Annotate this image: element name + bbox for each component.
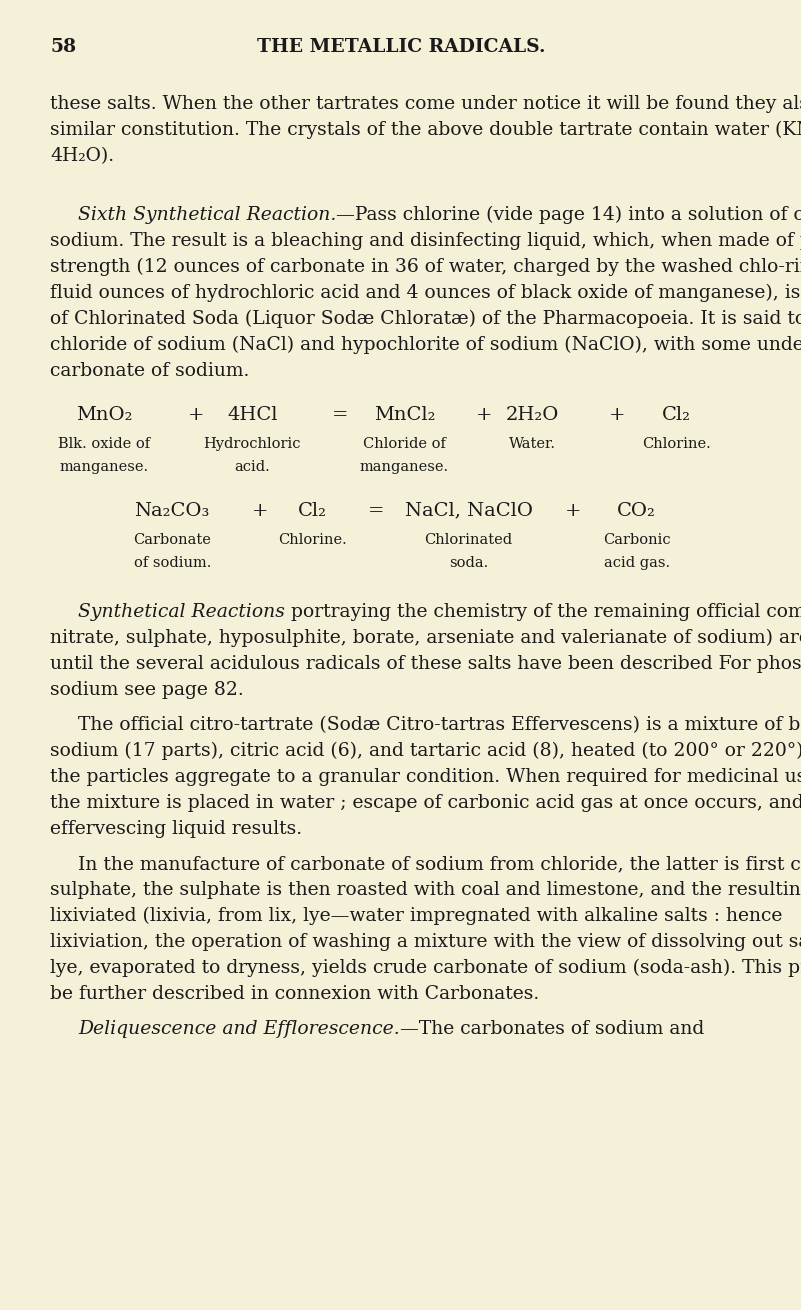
- Text: —The carbonates of sodium and: —The carbonates of sodium and: [400, 1020, 704, 1039]
- Text: sodium. The result is a bleaching and disinfecting liquid, which, when made of p: sodium. The result is a bleaching and di…: [50, 232, 801, 250]
- Text: In the manufacture of carbonate of sodium from chloride, the latter is first con: In the manufacture of carbonate of sodiu…: [78, 855, 801, 874]
- Text: nitrate, sulphate, hyposulphite, borate, arseniate and valerianate of sodium) ar: nitrate, sulphate, hyposulphite, borate,…: [50, 629, 801, 647]
- Text: chloride of sodium (NaCl) and hypochlorite of sodium (NaClO), with some undecomp: chloride of sodium (NaCl) and hypochlori…: [50, 335, 801, 354]
- Text: Carbonic: Carbonic: [603, 533, 670, 548]
- Text: lixiviation, the operation of washing a mixture with the view of dissolving out : lixiviation, the operation of washing a …: [50, 933, 801, 951]
- Text: 2H₂O: 2H₂O: [506, 406, 559, 423]
- Text: +: +: [477, 406, 493, 423]
- Text: 4HCl: 4HCl: [227, 406, 278, 423]
- Text: Chlorinated: Chlorinated: [425, 533, 513, 548]
- Text: NaCl, NaClO: NaCl, NaClO: [405, 502, 533, 520]
- Text: The official citro-tartrate (Sodæ Citro-tartras Effervescens) is a mixture of bi: The official citro-tartrate (Sodæ Citro-…: [78, 717, 801, 734]
- Text: sulphate, the sulphate is then roasted with coal and limestone, and the resultin: sulphate, the sulphate is then roasted w…: [50, 882, 801, 899]
- Text: of Chlorinated Soda (Liquor Sodæ Chloratæ) of the Pharmacopoeia. It is said to c: of Chlorinated Soda (Liquor Sodæ Chlorat…: [50, 309, 801, 328]
- Text: sodium (17 parts), citric acid (6), and tartaric acid (8), heated (to 200° or 22: sodium (17 parts), citric acid (6), and …: [50, 743, 801, 760]
- Text: portraying the chemistry of the remaining official compounds (namely: portraying the chemistry of the remainin…: [285, 603, 801, 621]
- Text: +: +: [252, 502, 268, 520]
- Text: +: +: [565, 502, 581, 520]
- Text: THE METALLIC RADICALS.: THE METALLIC RADICALS.: [257, 38, 545, 56]
- Text: manganese.: manganese.: [360, 460, 449, 474]
- Text: 4H₂O).: 4H₂O).: [50, 147, 114, 165]
- Text: until the several acidulous radicals of these salts have been described For phos: until the several acidulous radicals of …: [50, 655, 801, 673]
- Text: Hydrochloric: Hydrochloric: [203, 436, 301, 451]
- Text: the mixture is placed in water ; escape of carbonic acid gas at once occurs, and: the mixture is placed in water ; escape …: [50, 794, 801, 812]
- Text: —Pass chlorine (vide page 14) into a solution of carbonate of: —Pass chlorine (vide page 14) into a sol…: [336, 206, 801, 224]
- Text: MnO₂: MnO₂: [76, 406, 132, 423]
- Text: acid gas.: acid gas.: [604, 557, 670, 570]
- Text: 58: 58: [50, 38, 76, 56]
- Text: be further described in connexion with Carbonates.: be further described in connexion with C…: [50, 985, 539, 1003]
- Text: acid.: acid.: [235, 460, 270, 474]
- Text: lye, evaporated to dryness, yields crude carbonate of sodium (soda-ash). This pr: lye, evaporated to dryness, yields crude…: [50, 959, 801, 977]
- Text: +: +: [188, 406, 204, 423]
- Text: fluid ounces of hydrochloric acid and 4 ounces of black oxide of manganese), is : fluid ounces of hydrochloric acid and 4 …: [50, 283, 801, 301]
- Text: CO₂: CO₂: [618, 502, 656, 520]
- Text: carbonate of sodium.: carbonate of sodium.: [50, 362, 249, 380]
- Text: Deliquescence and Efflorescence.: Deliquescence and Efflorescence.: [78, 1020, 400, 1039]
- Text: soda.: soda.: [449, 557, 489, 570]
- Text: Synthetical Reactions: Synthetical Reactions: [78, 603, 285, 621]
- Text: +: +: [609, 406, 625, 423]
- Text: these salts. When the other tartrates come under notice it will be found they al: these salts. When the other tartrates co…: [50, 96, 801, 113]
- Text: =: =: [332, 406, 348, 423]
- Text: Sixth Synthetical Reaction.: Sixth Synthetical Reaction.: [78, 206, 336, 224]
- Text: the particles aggregate to a granular condition. When required for medicinal use: the particles aggregate to a granular co…: [50, 768, 801, 786]
- Text: Carbonate: Carbonate: [133, 533, 211, 548]
- Text: effervescing liquid results.: effervescing liquid results.: [50, 820, 302, 838]
- Text: lixiviated (lixivia, from lix, lye—water impregnated with alkaline salts : hence: lixiviated (lixivia, from lix, lye—water…: [50, 908, 783, 925]
- Text: Na₂CO₃: Na₂CO₃: [135, 502, 210, 520]
- Text: Water.: Water.: [509, 436, 556, 451]
- Text: Chlorine.: Chlorine.: [278, 533, 347, 548]
- Text: Blk. oxide of: Blk. oxide of: [58, 436, 151, 451]
- Text: of sodium.: of sodium.: [134, 557, 211, 570]
- Text: manganese.: manganese.: [59, 460, 149, 474]
- Text: MnCl₂: MnCl₂: [374, 406, 435, 423]
- Text: Chlorine.: Chlorine.: [642, 436, 711, 451]
- Text: sodium see page 82.: sodium see page 82.: [50, 681, 244, 700]
- Text: =: =: [368, 502, 384, 520]
- Text: Cl₂: Cl₂: [662, 406, 691, 423]
- Text: Chloride of: Chloride of: [363, 436, 446, 451]
- Text: Cl₂: Cl₂: [298, 502, 327, 520]
- Text: strength (12 ounces of carbonate in 36 of water, charged by the washed chlo-rine: strength (12 ounces of carbonate in 36 o…: [50, 258, 801, 276]
- Text: similar constitution. The crystals of the above double tartrate contain water (K: similar constitution. The crystals of th…: [50, 122, 801, 139]
